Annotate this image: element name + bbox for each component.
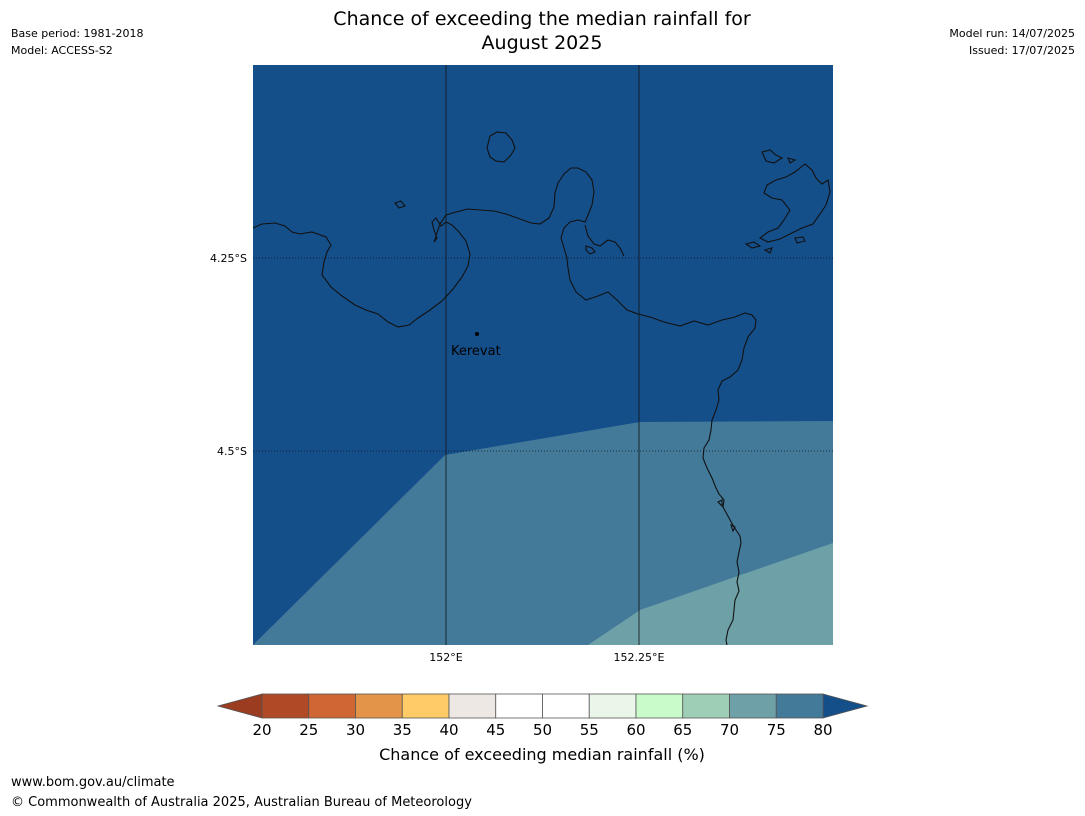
colorbar-tick-label: 25 — [299, 721, 318, 739]
islet-5 — [763, 247, 773, 254]
colorbar-swatch — [308, 693, 356, 719]
islet-3 — [787, 157, 797, 164]
colorbar: 20 25 30 35 40 45 50 55 60 65 70 75 80 — [216, 693, 869, 739]
islet-1 — [394, 200, 406, 209]
colorbar-tick-label: 30 — [346, 721, 365, 739]
colorbar-tick-label: 75 — [767, 721, 786, 739]
issued-text: Issued: 17/07/2025 — [968, 44, 1075, 57]
lon-label-152: 152°E — [429, 651, 462, 664]
lat-label-4-25: 4.25°S — [210, 252, 247, 265]
title-line-2: August 2025 — [481, 32, 603, 54]
islet-7 — [717, 499, 723, 508]
lat-label-4-5: 4.5°S — [217, 445, 247, 458]
colorbar-tick-label: 40 — [439, 721, 458, 739]
island-top — [486, 131, 516, 163]
colorbar-swatch — [729, 693, 777, 719]
title-line-1: Chance of exceeding the median rainfall … — [333, 8, 751, 30]
page-title: Chance of exceeding the median rainfall … — [242, 7, 842, 55]
colorbar-tick-label: 70 — [720, 721, 739, 739]
islet-2 — [761, 149, 784, 164]
colorbar-tick-label: 60 — [626, 721, 645, 739]
run-info: Model run: 14/07/2025 Issued: 17/07/2025 — [949, 25, 1075, 59]
lon-label-152-25: 152.25°E — [614, 651, 665, 664]
islands-northeast — [758, 163, 831, 243]
colorbar-swatch — [775, 693, 824, 719]
islet-8 — [730, 523, 736, 533]
islet-6 — [794, 236, 806, 244]
map-panel: Kerevat — [253, 65, 833, 645]
colorbar-swatch — [355, 693, 403, 719]
model-run-text: Model run: 14/07/2025 — [949, 27, 1075, 40]
colorbar-tick-label: 80 — [813, 721, 832, 739]
coastline — [253, 131, 831, 645]
coastline-mainland — [253, 167, 757, 645]
footer-copyright: © Commonwealth of Australia 2025, Austra… — [11, 795, 472, 810]
coastline-inlet — [584, 224, 625, 257]
colorbar-swatch — [542, 693, 590, 719]
colorbar-swatch — [588, 693, 637, 719]
colorbar-over-arrow — [822, 693, 869, 719]
colorbar-tick-label: 20 — [252, 721, 271, 739]
model-info: Base period: 1981-2018 Model: ACCESS-S2 — [11, 25, 143, 59]
model-name-text: Model: ACCESS-S2 — [11, 44, 113, 57]
colorbar-tick-label: 45 — [486, 721, 505, 739]
colorbar-swatch — [635, 693, 684, 719]
colorbar-swatch — [401, 693, 450, 719]
colorbar-tick-label: 50 — [533, 721, 552, 739]
coastline-small-lake — [585, 245, 596, 255]
colorbar-tick-label: 55 — [580, 721, 599, 739]
colorbar-swatch — [261, 693, 310, 719]
kerevat-marker — [475, 332, 479, 336]
footer-url: www.bom.gov.au/climate — [11, 775, 175, 790]
colorbar-swatch — [495, 693, 543, 719]
islet-4 — [744, 241, 762, 249]
colorbar-swatch — [448, 693, 497, 719]
colorbar-label: Chance of exceeding median rainfall (%) — [379, 745, 705, 764]
colorbar-under-arrow — [216, 693, 263, 719]
colorbar-tick-label: 65 — [673, 721, 692, 739]
probability-zone-70-75 — [253, 421, 833, 645]
colorbar-tick-label: 35 — [393, 721, 412, 739]
probability-zone-65-70 — [588, 543, 833, 645]
place-label-kerevat: Kerevat — [451, 344, 501, 359]
base-period-text: Base period: 1981-2018 — [11, 27, 144, 40]
colorbar-swatch — [682, 693, 730, 719]
grid-lines — [253, 65, 833, 645]
